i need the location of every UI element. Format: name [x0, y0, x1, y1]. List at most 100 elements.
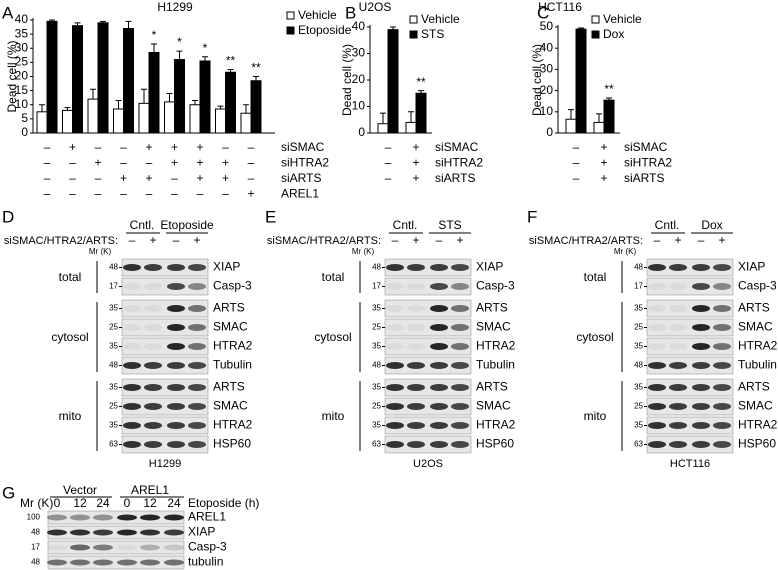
blot-band [692, 403, 710, 410]
chart-title: H1299 [157, 0, 193, 14]
blot-band [386, 384, 404, 391]
protein-label: ARTS [476, 380, 508, 394]
blot-band [188, 362, 206, 369]
y-tick-label: 10 [540, 104, 554, 118]
condition-sign: – [171, 171, 178, 185]
condition-sign: + [600, 140, 607, 154]
condition-sign: – [385, 156, 392, 170]
marker-label: 48 [109, 361, 118, 370]
y-tick-label: 10 [352, 99, 366, 113]
marker-label: 35 [109, 383, 118, 392]
blot-band [167, 343, 185, 350]
y-tick-label: 20 [540, 83, 554, 97]
cell-line-caption: HCT116 [670, 458, 710, 470]
panel-letter: G [2, 483, 15, 502]
condition-sign: – [44, 187, 51, 201]
error-bar [243, 104, 249, 114]
blot-band [386, 403, 404, 410]
error-bar [74, 22, 81, 26]
lane-sign: + [718, 233, 725, 247]
blot-band [451, 441, 469, 448]
error-bar [151, 43, 157, 53]
blot-band [407, 305, 425, 312]
blot-band [167, 305, 185, 312]
blot-band [713, 384, 731, 391]
lane-sign: – [173, 233, 180, 247]
blot-band [144, 324, 162, 331]
blot-band [648, 305, 666, 312]
blot-band [713, 343, 731, 350]
condition-name: siHTRA2 [624, 156, 672, 170]
significance-label: ** [251, 61, 261, 75]
error-bar [90, 88, 96, 100]
condition-sign: + [94, 156, 101, 170]
y-tick-label: 30 [352, 46, 366, 60]
bar [164, 101, 175, 134]
error-bar [192, 100, 198, 105]
marker-label: 35 [634, 383, 643, 392]
blot-band [407, 362, 425, 369]
blot-band [430, 362, 448, 369]
protein-label: ARTS [476, 301, 508, 315]
bar [97, 22, 109, 134]
protein-label: ARTS [738, 380, 770, 394]
y-tick-label: 0 [546, 125, 553, 139]
chart-title: U2OS [359, 0, 392, 14]
protein-label: HSP60 [738, 437, 776, 451]
lane-sign: – [654, 233, 661, 247]
protein-label: SMAC [476, 399, 511, 413]
marker-label: 48 [372, 361, 381, 370]
y-axis-label: Dead cell (%) [530, 44, 544, 116]
blot-band [669, 403, 687, 410]
group-label: cytosol [576, 330, 613, 344]
marker-label: 48 [372, 263, 381, 272]
blot-band [407, 403, 425, 410]
error-bar [380, 112, 386, 124]
marker-label: 63 [634, 440, 643, 449]
y-axis-label: Dead cell (%) [5, 40, 19, 112]
protein-label: HTRA2 [738, 418, 778, 432]
marker-label: 25 [634, 402, 643, 411]
condition-sign: – [95, 140, 102, 154]
legend-swatch [286, 26, 295, 35]
group-label: total [59, 270, 82, 284]
blot-band [144, 422, 162, 429]
marker-label: 35 [109, 421, 118, 430]
blot-band [140, 529, 160, 536]
blot-band [692, 441, 710, 448]
y-tick-label: 15 [15, 83, 29, 97]
condition-sign: + [222, 156, 229, 170]
blot-band [648, 264, 666, 271]
error-bar [176, 50, 183, 60]
condition-sign: – [44, 156, 51, 170]
blot-band [451, 264, 469, 271]
error-bar [217, 105, 224, 109]
bar [387, 29, 399, 134]
legend-label: STS [421, 27, 444, 41]
condition-sign: – [248, 156, 255, 170]
blot-band [386, 324, 404, 331]
blot-band [188, 384, 206, 391]
control-header: Cntl. [130, 218, 155, 232]
blot-band [451, 324, 469, 331]
blot-band [70, 529, 90, 536]
lane-group-header: Vector [63, 483, 97, 497]
condition-sign: + [196, 171, 203, 185]
protein-label: HTRA2 [476, 339, 516, 353]
condition-name: siSMAC [624, 140, 668, 154]
marker-label: 35 [634, 421, 643, 430]
blot-band [407, 264, 425, 271]
error-bar [39, 104, 45, 112]
y-tick-label: 30 [15, 40, 29, 54]
condition-name: AREL1 [281, 187, 319, 201]
mr-label: Mr (K) [614, 247, 637, 256]
blot-band [692, 264, 710, 271]
blot-band [386, 343, 404, 350]
bar [225, 71, 236, 134]
blot-band [93, 544, 113, 551]
lane-sign: + [412, 233, 419, 247]
blot-band [648, 384, 666, 391]
marker-label: 17 [634, 282, 643, 291]
